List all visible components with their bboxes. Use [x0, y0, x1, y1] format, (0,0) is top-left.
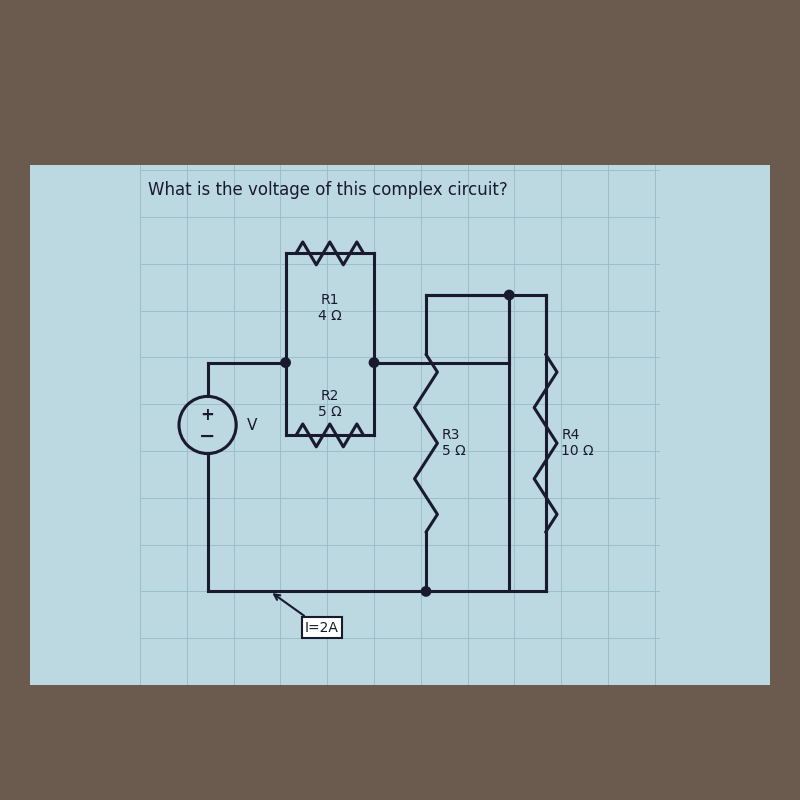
Text: +: +: [201, 406, 214, 424]
Circle shape: [370, 358, 378, 367]
Circle shape: [422, 586, 430, 596]
Text: I=2A: I=2A: [305, 621, 339, 635]
Circle shape: [281, 358, 290, 367]
Text: R3
5 Ω: R3 5 Ω: [442, 428, 466, 458]
Text: What is the voltage of this complex circuit?: What is the voltage of this complex circ…: [148, 181, 507, 198]
Text: −: −: [199, 427, 216, 446]
Text: R1
4 Ω: R1 4 Ω: [318, 293, 342, 323]
Text: R4
10 Ω: R4 10 Ω: [562, 428, 594, 458]
Text: R2
5 Ω: R2 5 Ω: [318, 389, 342, 419]
Text: V: V: [246, 418, 257, 433]
Circle shape: [505, 290, 514, 300]
